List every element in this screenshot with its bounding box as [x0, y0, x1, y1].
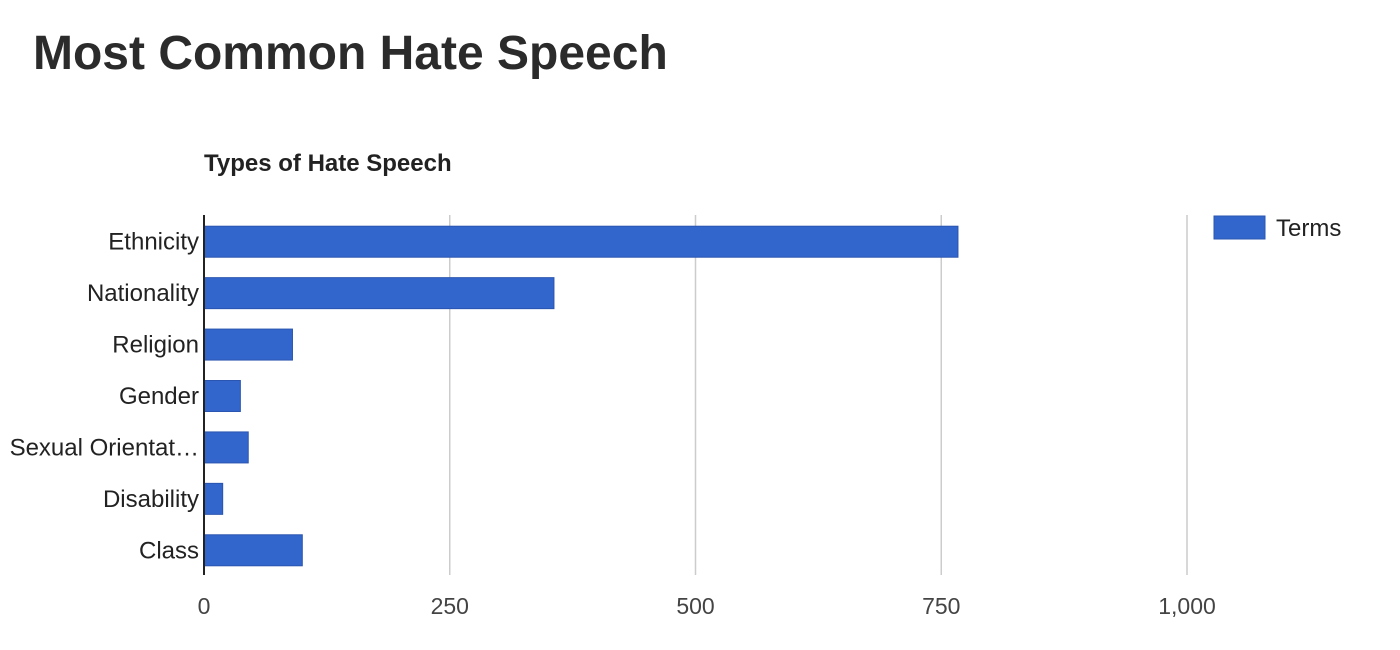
bars — [203, 225, 959, 567]
chart-title: Types of Hate Speech — [204, 150, 452, 177]
category-label-0: Ethnicity — [108, 229, 199, 256]
bar-5 — [203, 482, 224, 515]
category-label-1: Nationality — [87, 280, 199, 307]
page-title: Most Common Hate Speech — [33, 27, 668, 80]
gridlines — [449, 215, 1188, 575]
x-tick-label-1: 250 — [431, 593, 469, 619]
category-label-5: Disability — [103, 486, 199, 513]
x-tick-label-4: 1,000 — [1158, 593, 1216, 619]
bar-4 — [203, 431, 249, 464]
legend-swatch-terms — [1213, 215, 1266, 240]
legend-label-terms: Terms — [1276, 215, 1341, 242]
category-label-3: Gender — [119, 383, 199, 410]
tick-labels: 0 250 500 750 1,000 — [198, 593, 1216, 619]
x-tick-label-2: 500 — [676, 593, 714, 619]
bar-1 — [203, 277, 555, 310]
bar-6 — [203, 534, 303, 567]
category-label-2: Religion — [112, 332, 199, 359]
category-label-6: Class — [139, 537, 199, 564]
category-labels: Ethnicity Nationality Religion Gender Sexual… — [10, 229, 199, 565]
x-tick-label-3: 750 — [922, 593, 960, 619]
bar-3 — [203, 380, 241, 412]
legend: Terms — [1213, 215, 1341, 242]
x-tick-label-0: 0 — [198, 593, 211, 619]
bar-0 — [203, 225, 959, 258]
category-label-4: Sexual Orientat… — [10, 434, 199, 461]
bar-2 — [203, 328, 293, 361]
